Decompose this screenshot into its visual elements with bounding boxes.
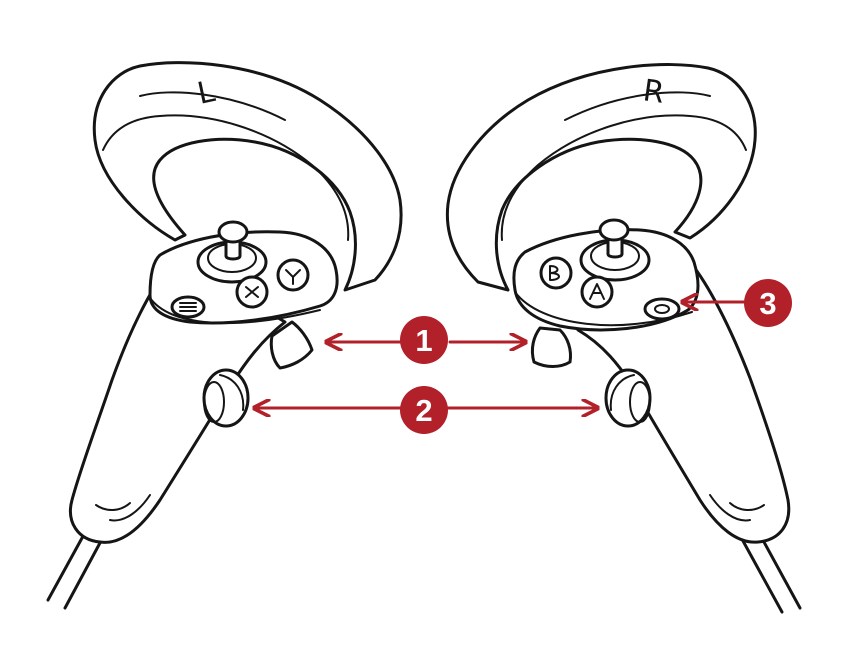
callout-2: 2: [256, 386, 596, 434]
left-ring: [92, 61, 403, 292]
right-button-a: [580, 275, 614, 309]
right-ring-label: R: [641, 73, 667, 111]
left-index-trigger: [269, 320, 314, 370]
left-thumbstick: [196, 220, 268, 284]
right-grip-button: [604, 368, 652, 428]
right-thumbstick: [579, 218, 651, 282]
callout-1: 1: [328, 316, 524, 364]
callout-3-number: 3: [759, 286, 776, 321]
callout-1-badge: [400, 316, 448, 364]
right-button-b: [539, 256, 573, 290]
left-grip-button: [202, 368, 250, 428]
callout-1-number: 1: [415, 323, 432, 358]
left-ring-label: L: [194, 74, 218, 112]
right-index-trigger: [530, 326, 572, 368]
right-controller: R: [445, 63, 802, 614]
callout-2-number: 2: [415, 393, 432, 428]
callout-2-badge: [400, 386, 448, 434]
right-oculus-button: [643, 297, 681, 321]
left-menu-button: [170, 295, 206, 319]
right-ring: [445, 63, 757, 292]
left-button-y: [276, 258, 310, 292]
left-button-x: [235, 275, 269, 309]
left-controller: L: [46, 61, 403, 610]
callout-3-badge: [744, 279, 792, 327]
callout-3: 3: [684, 279, 792, 327]
